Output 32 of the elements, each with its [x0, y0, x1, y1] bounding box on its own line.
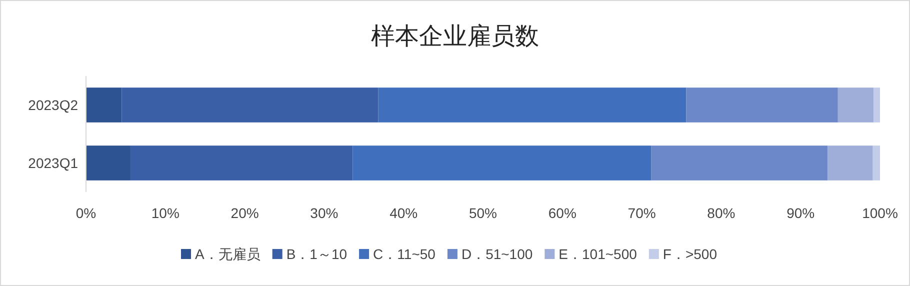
x-tick-label: 100% — [862, 205, 898, 221]
x-tick-label: 90% — [786, 205, 815, 221]
bar — [352, 146, 652, 180]
legend-label: F．>500 — [662, 246, 718, 262]
bar — [130, 146, 353, 180]
bar — [122, 88, 378, 122]
x-tick-label: 30% — [310, 205, 338, 221]
bar — [874, 88, 880, 122]
bar — [86, 146, 130, 180]
legend-label: A．无雇员 — [195, 246, 260, 262]
bar — [872, 146, 880, 180]
bar — [686, 88, 838, 122]
y-tick-label: 2023Q2 — [28, 97, 78, 113]
x-tick-label: 10% — [151, 205, 180, 221]
legend-label: E．101~500 — [558, 246, 638, 262]
bar — [378, 88, 686, 122]
bar — [828, 146, 873, 180]
x-tick-label: 40% — [390, 205, 418, 221]
x-tick-label: 60% — [548, 205, 576, 221]
legend-label: C．11~50 — [373, 246, 436, 262]
legend-label: D．51~100 — [461, 246, 533, 262]
x-tick-label: 50% — [468, 205, 498, 221]
bar — [651, 146, 828, 180]
y-tick-label: 2023Q1 — [28, 155, 78, 171]
bar — [838, 88, 874, 122]
x-tick-label: 20% — [230, 205, 259, 221]
x-tick-label: 80% — [707, 205, 736, 221]
x-tick-label: 0% — [76, 205, 96, 221]
chart-title: 样本企业雇员数 — [371, 23, 539, 50]
bar — [86, 88, 122, 122]
x-tick-label: 70% — [628, 205, 656, 221]
legend-label: B．1～10 — [286, 246, 348, 262]
